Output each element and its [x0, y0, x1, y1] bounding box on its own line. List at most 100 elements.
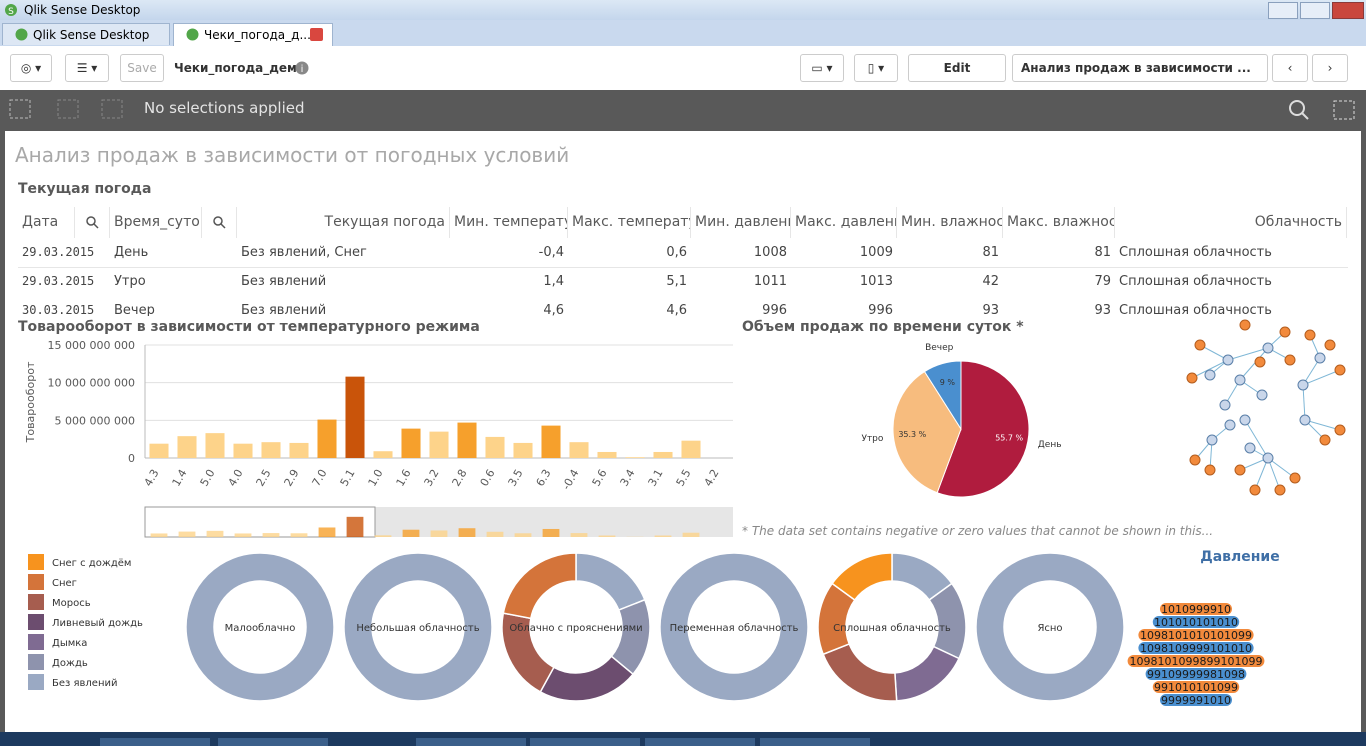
legend-label: Без явлений — [52, 678, 118, 689]
x-tick-label: 1.0 — [366, 467, 386, 489]
x-tick-label: 5.1 — [338, 467, 358, 489]
bar — [569, 442, 588, 458]
chart-title: Объем продаж по времени суток * — [742, 319, 1024, 335]
mini-bar — [207, 531, 224, 537]
y-tick-label: 10 000 000 000 — [48, 377, 135, 390]
mini-bar — [319, 527, 336, 537]
mini-bar — [235, 533, 252, 537]
y-tick-label: 15 000 000 000 — [48, 339, 135, 352]
pie-category-label: Вечер — [925, 343, 954, 353]
bar — [429, 432, 448, 458]
donut-label: Переменная облачность — [670, 623, 799, 634]
mini-bar — [487, 532, 504, 537]
mini-bar — [655, 536, 672, 537]
x-tick-label: 5.0 — [198, 467, 218, 489]
x-tick-label: 4.3 — [142, 467, 162, 489]
pressure-row: 1098109999101010 — [1140, 642, 1252, 655]
bar — [541, 426, 560, 458]
pie-value-label: 9 % — [940, 378, 956, 387]
legend-label: Снег — [52, 578, 77, 589]
bar — [205, 433, 224, 458]
y-tick-label: 0 — [128, 452, 135, 465]
x-tick-label: 5.6 — [590, 467, 610, 489]
x-tick-label: 4.0 — [226, 467, 246, 489]
bar — [149, 444, 168, 458]
bar — [373, 451, 392, 458]
bar — [681, 441, 700, 458]
x-tick-label: 5.5 — [674, 467, 694, 489]
mini-bar — [375, 535, 392, 537]
mini-bar — [515, 533, 532, 537]
pie-value-label: 35.3 % — [898, 430, 926, 439]
mini-bar — [683, 533, 700, 537]
bar — [233, 444, 252, 458]
pressure-title: Давление — [1200, 549, 1280, 565]
donut-segment — [540, 656, 633, 701]
x-tick-label: 2.9 — [282, 467, 302, 489]
footnote: * The data set contains negative or zero… — [742, 524, 1213, 538]
pie-category-label: День — [1038, 440, 1062, 450]
bar — [401, 429, 420, 458]
bar — [485, 437, 504, 458]
bar — [513, 443, 532, 458]
x-tick-label: 0.6 — [478, 467, 498, 489]
legend-label: Снег с дождём — [52, 558, 131, 569]
pie-category-label: Утро — [861, 434, 883, 444]
mini-bar — [263, 533, 280, 537]
donut-segment — [895, 647, 959, 701]
mini-bar — [543, 529, 560, 537]
legend-label: Дымка — [52, 638, 87, 649]
bar — [177, 436, 196, 458]
x-tick-label: -0.4 — [560, 467, 582, 492]
pressure-row: 9999991010 — [1161, 694, 1231, 707]
x-tick-label: 6.3 — [534, 467, 554, 489]
donut-segment — [823, 644, 896, 701]
pressure-row: 101010101010 — [1154, 616, 1238, 629]
legend-swatch — [28, 614, 44, 630]
legend-swatch — [28, 554, 44, 570]
mini-bar — [431, 530, 448, 537]
donut-segment — [503, 553, 576, 618]
donut-label: Облачно с прояснениями — [509, 623, 642, 634]
bar — [625, 457, 644, 458]
x-tick-label: 1.4 — [170, 467, 190, 489]
legend-swatch — [28, 594, 44, 610]
bar — [317, 420, 336, 458]
x-tick-label: 2.8 — [450, 467, 470, 489]
legend-swatch — [28, 634, 44, 650]
network-graph — [1187, 320, 1345, 495]
y-axis-label: Товарооборот — [24, 361, 37, 443]
legend-label: Ливневый дождь — [52, 618, 143, 629]
donut-label: Малооблачно — [225, 623, 296, 634]
bar — [653, 452, 672, 458]
mini-bar — [291, 533, 308, 537]
x-tick-label: 3.5 — [506, 467, 526, 489]
mini-bar — [599, 536, 616, 537]
mini-bar — [459, 528, 476, 537]
bar — [345, 377, 364, 458]
donut-label: Сплошная облачность — [833, 623, 951, 634]
chart-title: Товарооборот в зависимости от температур… — [18, 319, 480, 335]
bar — [261, 442, 280, 458]
mini-bar — [571, 533, 588, 537]
legend-label: Дождь — [52, 658, 88, 669]
bar — [457, 423, 476, 458]
pressure-row: 1010999910 — [1161, 603, 1231, 616]
donut-label: Небольшая облачность — [356, 623, 479, 634]
donut-segment — [576, 553, 645, 610]
x-tick-label: 4.2 — [702, 467, 722, 489]
x-tick-label: 7.0 — [310, 467, 330, 489]
x-tick-label: 3.1 — [646, 467, 666, 489]
x-tick-label: 2.5 — [254, 467, 274, 489]
donut-label: Ясно — [1037, 623, 1062, 634]
x-tick-label: 3.2 — [422, 467, 442, 489]
legend-swatch — [28, 674, 44, 690]
pressure-row: 1098101010101099 — [1140, 629, 1252, 642]
legend-swatch — [28, 574, 44, 590]
legend-swatch — [28, 654, 44, 670]
pressure-row: 99109999981098 — [1147, 668, 1245, 681]
mini-bar — [347, 517, 364, 537]
bar — [597, 452, 616, 458]
